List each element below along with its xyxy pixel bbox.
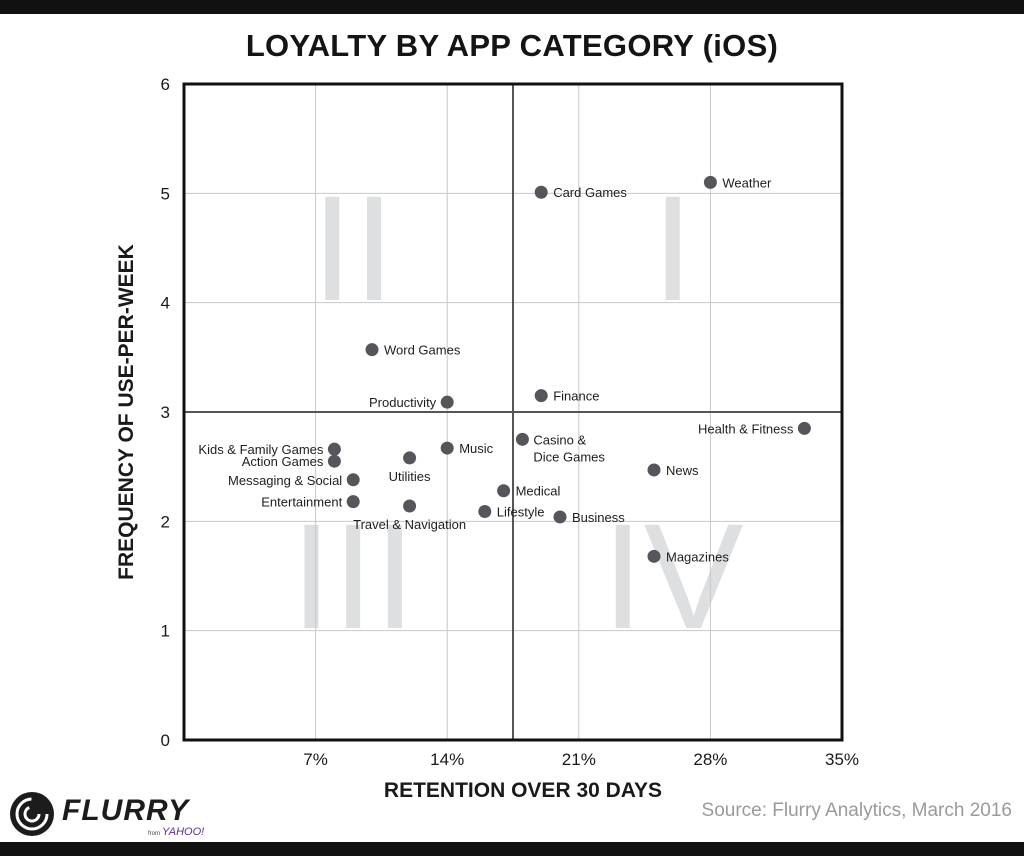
point-label-medical: Medical [516, 484, 561, 499]
source-note: Source: Flurry Analytics, March 2016 [701, 800, 1012, 821]
quadrant-label-ii: II [312, 164, 395, 332]
point-word-games [365, 343, 379, 357]
point-label-card-games: Card Games [553, 185, 627, 200]
quadrant-label-i: I [652, 164, 694, 332]
point-finance [534, 389, 548, 403]
brand-name: FLURRY [62, 794, 190, 827]
point-label-travel-and-navigation: Travel & Navigation [353, 517, 466, 532]
point-health-and-fitness [797, 421, 811, 435]
x-tick-label-21: 21% [562, 750, 596, 769]
x-tick-label-28: 28% [693, 750, 727, 769]
y-axis-label: FREQUENCY OF USE-PER-WEEK [115, 244, 138, 580]
point-business [553, 510, 567, 524]
point-label-health-and-fitness: Health & Fitness [698, 421, 794, 436]
plot-frame [182, 82, 844, 742]
point-kids-and-family-games [327, 442, 341, 456]
point-casino-and-dice-games [515, 432, 529, 446]
x-tick-label-35: 35% [825, 750, 859, 769]
y-tick-labels: 0 1 2 3 4 5 6 [161, 75, 170, 750]
point-label-music: Music [459, 441, 493, 456]
x-tick-labels: 7% 14% 21% 28% 35% [303, 750, 859, 769]
chart-title: LOYALTY BY APP CATEGORY (iOS) [245, 28, 779, 63]
y-tick-label-4: 4 [161, 294, 170, 313]
point-productivity [440, 395, 454, 409]
y-tick-label-3: 3 [161, 403, 170, 422]
point-label-entertainment: Entertainment [261, 495, 342, 510]
point-label-action-games: Action Games [242, 454, 324, 469]
bottom-border-bar [0, 842, 1024, 856]
quadrant-dividers [184, 84, 842, 740]
point-label-magazines: Magazines [666, 549, 729, 564]
brand-parent: from YAHOO! [148, 826, 204, 838]
point-label-business: Business [572, 510, 625, 525]
y-tick-label-2: 2 [161, 512, 170, 531]
point-music [440, 441, 454, 455]
point-action-games [327, 454, 341, 468]
top-border-bar [0, 0, 1024, 14]
brand-parent-name: YAHOO! [162, 826, 205, 838]
x-tick-label-7: 7% [303, 750, 328, 769]
data-points: Weather Card Games Word Games Finance Produc… [198, 175, 811, 564]
point-travel-and-navigation [403, 499, 417, 513]
point-entertainment [346, 495, 360, 509]
point-label-productivity: Productivity [369, 395, 437, 410]
point-card-games [534, 185, 548, 199]
point-label-kids-and-family-games: Kids & Family Games [198, 442, 323, 457]
point-magazines [647, 549, 661, 563]
point-label-utilities: Utilities [389, 469, 431, 484]
point-label-messaging-and-social: Messaging & Social [228, 473, 342, 488]
y-tick-label-1: 1 [161, 622, 170, 641]
point-label-word-games: Word Games [384, 343, 461, 358]
point-label-casino-and-dice-games: Casino & Dice Games [533, 432, 605, 464]
point-messaging-and-social [346, 473, 360, 487]
x-tick-label-14: 14% [430, 750, 464, 769]
point-news [647, 463, 661, 477]
point-utilities [403, 451, 417, 465]
quadrant-label-iv: IV [602, 492, 744, 660]
brand-from: from [148, 831, 160, 837]
quadrant-label-iii: III [291, 492, 416, 660]
point-lifestyle [478, 504, 492, 518]
point-medical [497, 484, 511, 498]
y-tick-label-0: 0 [161, 731, 170, 750]
point-label-weather: Weather [722, 175, 772, 190]
y-tick-label-5: 5 [161, 184, 170, 203]
point-weather [703, 175, 717, 189]
point-label-news: News [666, 463, 699, 478]
x-axis-label: RETENTION OVER 30 DAYS [384, 779, 662, 802]
y-tick-label-6: 6 [161, 75, 170, 94]
flurry-logo-icon [10, 792, 54, 836]
point-label-finance: Finance [553, 389, 599, 404]
point-label-lifestyle: Lifestyle [497, 504, 545, 519]
